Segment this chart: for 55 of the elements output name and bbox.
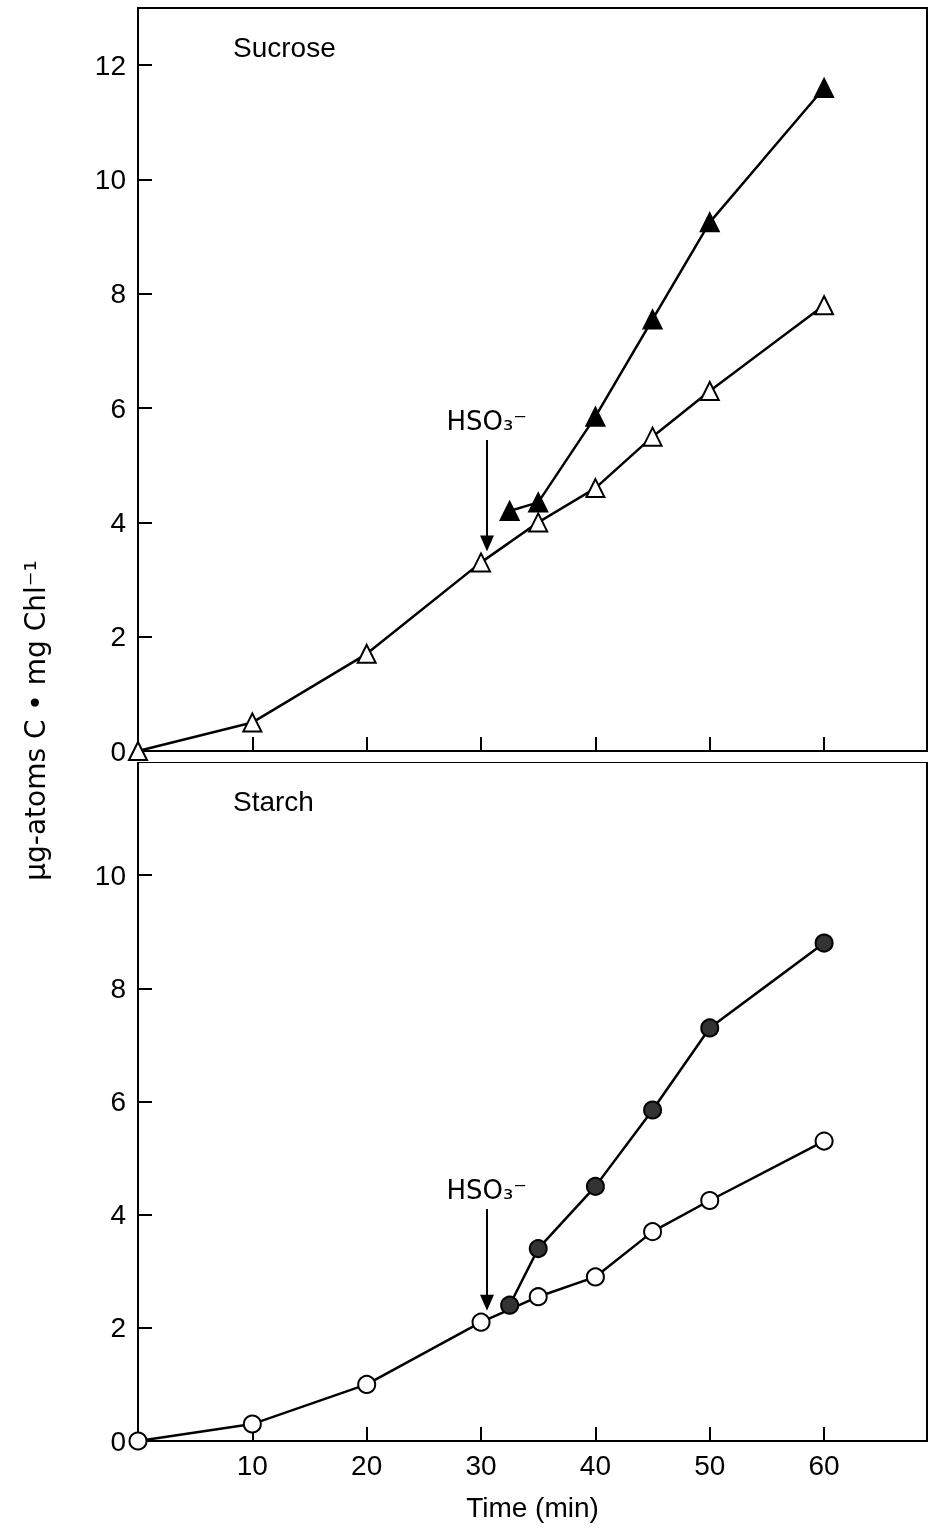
point <box>700 1191 720 1211</box>
point <box>814 933 834 953</box>
point <box>700 1018 720 1038</box>
annotation: HSO₃⁻ <box>446 1175 528 1205</box>
x-tick-label: 60 <box>808 1449 840 1481</box>
point <box>585 1267 605 1287</box>
x-tick-label: 30 <box>465 1449 497 1481</box>
x-tick-label: 50 <box>694 1449 726 1481</box>
y-tick-label: 6 <box>110 392 126 424</box>
point <box>814 295 835 316</box>
y-tick-label: 8 <box>110 972 126 1004</box>
x-tick-label: 20 <box>351 1449 383 1481</box>
point <box>699 380 720 401</box>
point <box>500 1295 520 1315</box>
point <box>699 212 720 233</box>
point <box>585 1176 605 1196</box>
y-tick-label: 2 <box>110 621 126 653</box>
point <box>585 406 606 427</box>
point <box>528 1239 548 1259</box>
point <box>528 492 549 513</box>
point <box>528 512 549 533</box>
text: Sucrose <box>233 31 336 63</box>
y-tick-label: 10 <box>94 163 126 195</box>
y-tick-label: 10 <box>94 859 126 891</box>
x-tick-label: 40 <box>579 1449 611 1481</box>
y-tick-label: 0 <box>110 735 126 767</box>
point <box>357 1374 377 1394</box>
y-tick-label: 4 <box>110 1199 126 1231</box>
x-tick-label: 10 <box>236 1449 268 1481</box>
y-tick-label: 4 <box>110 506 126 538</box>
y-tick-label: 6 <box>110 1086 126 1117</box>
point <box>242 712 263 733</box>
point <box>528 1287 548 1307</box>
point <box>814 78 835 99</box>
y-tick-label: 8 <box>110 278 126 310</box>
y-tick-label: 0 <box>110 1425 126 1457</box>
y-tick-label: 12 <box>94 49 126 81</box>
point <box>128 1431 148 1451</box>
y-axis-title: μg-atoms C • mg Chl⁻¹ <box>18 560 52 881</box>
point <box>471 1312 491 1332</box>
point <box>643 1222 663 1242</box>
point <box>642 426 663 447</box>
point <box>585 478 606 499</box>
x-axis-title: Time (min) <box>466 1491 599 1523</box>
point <box>471 552 492 573</box>
annotation: HSO₃⁻ <box>446 405 528 436</box>
text: Starch <box>233 785 314 817</box>
point <box>242 1414 262 1434</box>
point <box>642 309 663 330</box>
point <box>643 1100 663 1120</box>
y-tick-label: 2 <box>110 1312 126 1344</box>
point <box>356 643 377 664</box>
point <box>814 1131 834 1151</box>
point <box>128 741 148 761</box>
point <box>499 500 520 521</box>
